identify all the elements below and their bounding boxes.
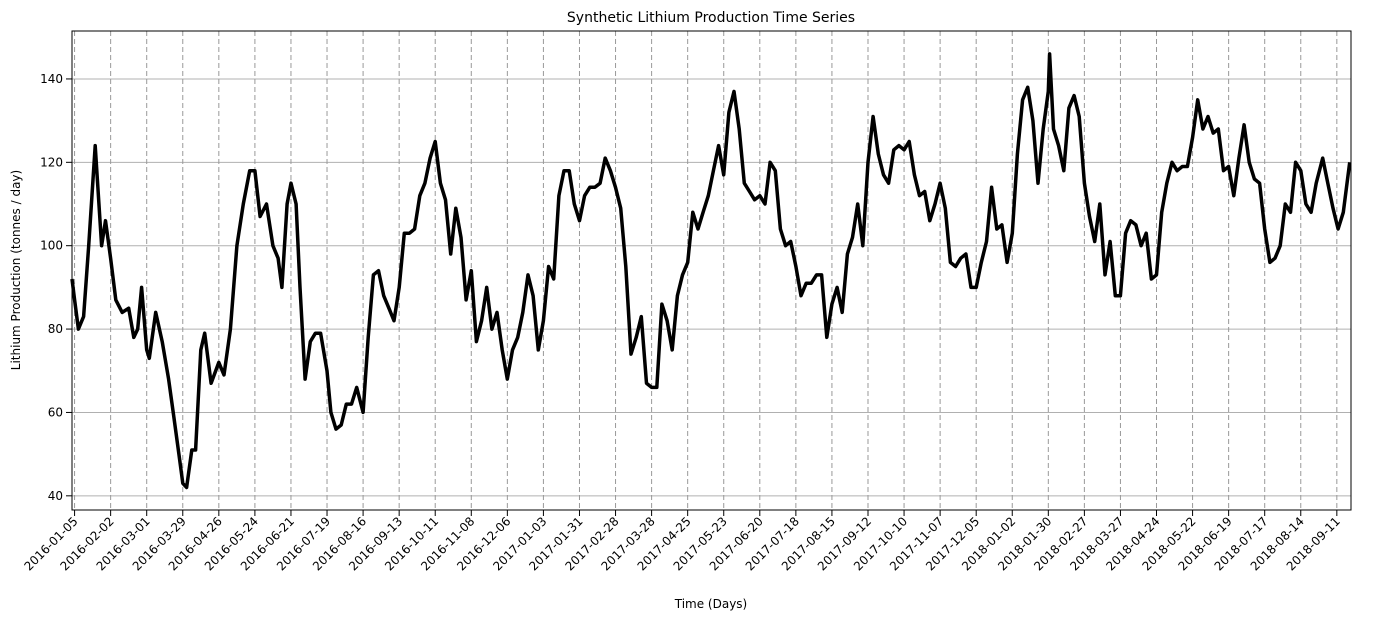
plot-frame xyxy=(71,30,1352,511)
chart-title: Synthetic Lithium Production Time Series xyxy=(567,10,855,26)
y-axis-label: Lithium Production (tonnes / day) xyxy=(9,170,23,370)
x-axis-label: Time (Days) xyxy=(674,597,748,611)
y-tick-label: 120 xyxy=(40,155,63,169)
y-tick-label: 140 xyxy=(40,72,63,86)
y-tick-label: 60 xyxy=(48,405,63,419)
y-tick-label: 40 xyxy=(48,489,63,503)
y-tick-label: 80 xyxy=(48,322,63,336)
data-line xyxy=(70,52,1352,490)
y-tick-label: 100 xyxy=(40,239,63,253)
